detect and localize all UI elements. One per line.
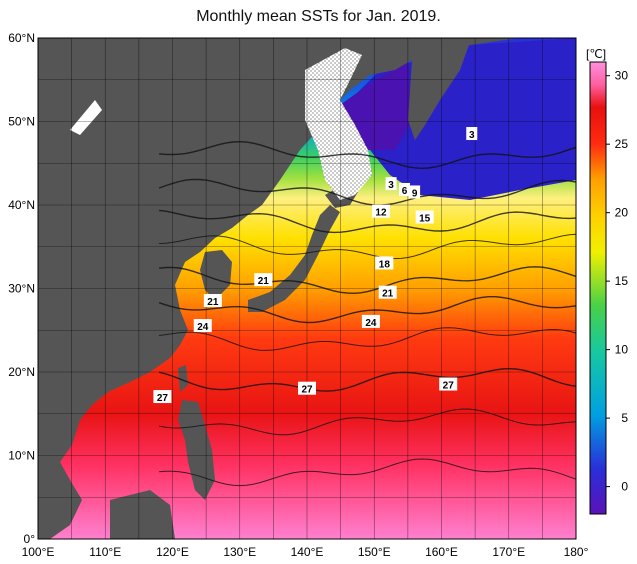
sea-ice-west xyxy=(70,100,102,135)
contour-label: 21 xyxy=(382,289,394,300)
contour-label-box xyxy=(371,204,390,218)
isotherm-line xyxy=(158,178,577,206)
contour-lines xyxy=(158,140,577,487)
isotherm-line xyxy=(159,209,577,234)
land-borneo xyxy=(110,490,175,539)
colorbar-tick-label: 0 xyxy=(621,480,628,494)
contour-label: 9 xyxy=(412,188,418,199)
land-korea xyxy=(200,250,232,300)
isotherm-line xyxy=(159,266,577,295)
isotherm-line xyxy=(159,233,577,260)
contour-label-box xyxy=(439,377,458,391)
contour-label-box xyxy=(193,319,212,333)
longitude-axis: 100°E 110°E 120°E 130°E 140°E 150°E 160°E 170°E… xyxy=(22,545,589,559)
contour-label-box xyxy=(399,182,411,196)
lat-tick-label: 30°N xyxy=(8,282,35,296)
contour-label-box xyxy=(409,185,421,199)
colorbar-tick-label: 5 xyxy=(621,411,628,425)
colorbar-tick-label: 25 xyxy=(615,137,629,151)
contour-label: 27 xyxy=(157,393,169,404)
lon-tick-label: 120°E xyxy=(156,545,189,559)
contour-label-box xyxy=(385,177,397,191)
isotherm-line xyxy=(158,296,577,324)
lon-tick-label: 150°E xyxy=(358,545,391,559)
map-frame xyxy=(37,37,577,540)
colorbar: [℃] 30 25 20 15 10 5 0 xyxy=(586,47,628,515)
contour-label-box xyxy=(415,210,434,224)
land-indochina xyxy=(38,462,82,539)
isotherm-line xyxy=(158,367,577,392)
land-japan xyxy=(248,205,340,312)
contour-label-box xyxy=(378,285,397,299)
contour-label: 18 xyxy=(379,259,391,270)
contour-label: 15 xyxy=(419,214,431,225)
land-philippines xyxy=(178,400,215,500)
contour-label: 24 xyxy=(197,322,209,333)
contour-label-box xyxy=(203,294,222,308)
contour-label: 27 xyxy=(443,381,455,392)
lat-tick-label: 60°N xyxy=(8,31,35,45)
lon-tick-label: 130°E xyxy=(223,545,256,559)
contour-label: 12 xyxy=(375,208,387,219)
land-asia xyxy=(38,38,520,520)
isotherm-line xyxy=(159,327,577,351)
okhotsk-violet xyxy=(340,62,412,150)
lat-tick-label: 50°N xyxy=(8,115,35,129)
contour-label: 3 xyxy=(469,130,475,141)
contour-label-box xyxy=(254,273,273,287)
contour-label: 6 xyxy=(402,186,408,197)
lat-tick-label: 20°N xyxy=(8,365,35,379)
lon-tick-label: 160°E xyxy=(425,545,458,559)
contour-label: 21 xyxy=(207,297,219,308)
isotherm-line xyxy=(159,458,577,487)
contour-label-box xyxy=(361,314,380,328)
lon-tick-label: 100°E xyxy=(22,545,55,559)
isotherm-line xyxy=(159,408,577,436)
map-title: Monthly mean SSTs for Jan. 2019. xyxy=(196,8,441,25)
contour-label: 24 xyxy=(365,318,377,329)
isotherm-line xyxy=(159,140,577,170)
colorbar-gradient xyxy=(589,61,607,515)
contour-label-box xyxy=(466,127,478,141)
contour-label-box xyxy=(375,256,394,270)
contour-label-box xyxy=(153,390,172,404)
lon-tick-label: 180° xyxy=(564,545,589,559)
colorbar-tick-label: 10 xyxy=(615,343,629,357)
land-kamchatka xyxy=(408,42,470,140)
lat-tick-label: 0° xyxy=(24,532,36,546)
colorbar-tick-label: 30 xyxy=(615,69,629,83)
lon-tick-label: 170°E xyxy=(492,545,525,559)
lon-tick-label: 110°E xyxy=(89,545,121,559)
graticule xyxy=(38,38,576,539)
colorbar-tick-label: 20 xyxy=(615,206,629,220)
colorbar-ticks: 30 25 20 15 10 5 0 xyxy=(606,69,628,494)
lon-tick-label: 140°E xyxy=(291,545,324,559)
contour-label-box xyxy=(298,381,316,395)
lat-tick-label: 40°N xyxy=(8,198,35,212)
sea-ice xyxy=(305,48,372,200)
colorbar-unit: [℃] xyxy=(586,47,606,61)
contour-label: 27 xyxy=(301,385,313,396)
contour-label: 21 xyxy=(258,276,270,287)
colorbar-tick-label: 15 xyxy=(615,274,629,288)
contour-label: 3 xyxy=(388,180,394,191)
latitude-axis: 60°N 50°N 40°N 30°N 20°N 10°N 0° xyxy=(8,31,35,546)
lat-tick-label: 10°N xyxy=(8,449,35,463)
